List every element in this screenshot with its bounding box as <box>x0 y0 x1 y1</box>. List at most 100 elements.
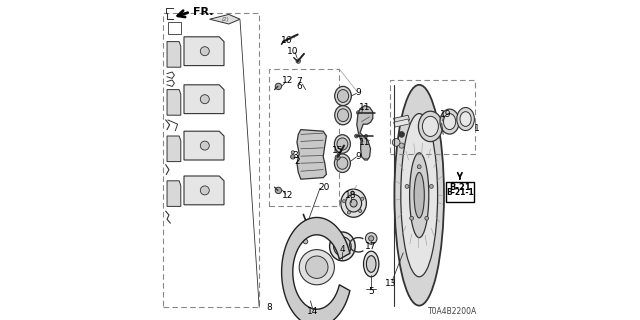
Circle shape <box>351 191 354 194</box>
Circle shape <box>425 216 429 220</box>
Circle shape <box>200 47 209 56</box>
Bar <box>447 182 474 202</box>
Polygon shape <box>394 115 410 123</box>
Circle shape <box>399 143 404 148</box>
Text: (2): (2) <box>221 17 230 22</box>
Circle shape <box>358 209 362 212</box>
Text: 12: 12 <box>282 76 294 85</box>
Text: 19: 19 <box>440 110 451 119</box>
Text: 12: 12 <box>282 191 294 200</box>
Text: 9: 9 <box>356 88 361 97</box>
Polygon shape <box>394 119 410 127</box>
Ellipse shape <box>422 116 438 136</box>
Circle shape <box>275 83 282 90</box>
Circle shape <box>305 219 311 226</box>
Text: 10: 10 <box>287 47 298 56</box>
Ellipse shape <box>364 251 379 277</box>
Text: 11: 11 <box>359 138 371 147</box>
Circle shape <box>348 211 351 214</box>
Ellipse shape <box>444 114 456 130</box>
Ellipse shape <box>346 195 362 212</box>
Ellipse shape <box>367 256 376 272</box>
Circle shape <box>356 111 360 115</box>
Ellipse shape <box>414 172 424 218</box>
Circle shape <box>200 141 209 150</box>
Ellipse shape <box>419 111 442 141</box>
Ellipse shape <box>334 135 351 153</box>
Text: 15: 15 <box>332 146 343 155</box>
Circle shape <box>405 184 409 188</box>
Circle shape <box>291 151 294 154</box>
Circle shape <box>296 59 301 63</box>
Circle shape <box>300 250 335 285</box>
Text: T0A4B2200A: T0A4B2200A <box>428 307 477 316</box>
Polygon shape <box>297 130 326 179</box>
Circle shape <box>365 134 368 138</box>
Text: 8: 8 <box>266 303 271 312</box>
Circle shape <box>440 121 444 125</box>
Circle shape <box>200 186 209 195</box>
Circle shape <box>417 165 421 169</box>
Circle shape <box>366 111 370 114</box>
Polygon shape <box>184 176 224 205</box>
Circle shape <box>303 239 308 244</box>
Circle shape <box>429 184 433 188</box>
Circle shape <box>369 236 374 241</box>
Ellipse shape <box>341 189 367 217</box>
Bar <box>390 80 475 154</box>
Ellipse shape <box>330 232 355 261</box>
Text: 18: 18 <box>345 191 356 200</box>
Ellipse shape <box>401 114 438 277</box>
Text: 1: 1 <box>474 124 479 132</box>
Circle shape <box>355 134 358 138</box>
Polygon shape <box>184 131 224 160</box>
Ellipse shape <box>394 85 444 306</box>
Text: B-21: B-21 <box>449 183 470 192</box>
Ellipse shape <box>457 108 474 131</box>
Polygon shape <box>167 181 181 206</box>
Polygon shape <box>357 106 372 160</box>
Polygon shape <box>167 42 181 67</box>
Circle shape <box>200 95 209 104</box>
Ellipse shape <box>410 153 429 237</box>
Bar <box>163 13 259 307</box>
Text: 2: 2 <box>295 157 300 166</box>
Ellipse shape <box>337 90 349 102</box>
Circle shape <box>365 233 377 244</box>
Text: 4: 4 <box>340 245 345 254</box>
Circle shape <box>335 155 340 160</box>
Circle shape <box>410 216 413 220</box>
Ellipse shape <box>337 138 348 150</box>
Polygon shape <box>167 90 181 115</box>
Text: 7: 7 <box>296 77 302 86</box>
Circle shape <box>306 256 328 278</box>
Text: 13: 13 <box>385 279 396 288</box>
Circle shape <box>399 132 404 137</box>
Polygon shape <box>210 14 240 24</box>
Text: 5: 5 <box>369 287 374 296</box>
Text: FR.: FR. <box>193 6 214 17</box>
Circle shape <box>342 200 346 203</box>
Text: 3: 3 <box>292 151 298 160</box>
Ellipse shape <box>335 106 351 125</box>
Text: 6: 6 <box>296 82 302 91</box>
Ellipse shape <box>338 241 347 252</box>
Ellipse shape <box>337 157 348 169</box>
Text: 11: 11 <box>359 103 371 112</box>
Text: 16: 16 <box>281 36 292 44</box>
Text: B-21-1: B-21-1 <box>446 188 474 197</box>
Text: 14: 14 <box>307 308 319 316</box>
Bar <box>269 69 339 206</box>
Polygon shape <box>282 218 350 320</box>
Ellipse shape <box>350 199 357 207</box>
Ellipse shape <box>334 154 351 172</box>
Polygon shape <box>167 136 181 162</box>
Ellipse shape <box>333 237 351 256</box>
Polygon shape <box>184 85 224 114</box>
Circle shape <box>291 155 295 159</box>
Polygon shape <box>184 37 224 66</box>
Circle shape <box>392 139 400 146</box>
Text: 9: 9 <box>356 152 361 161</box>
Text: 17: 17 <box>365 242 377 251</box>
Ellipse shape <box>335 86 351 106</box>
